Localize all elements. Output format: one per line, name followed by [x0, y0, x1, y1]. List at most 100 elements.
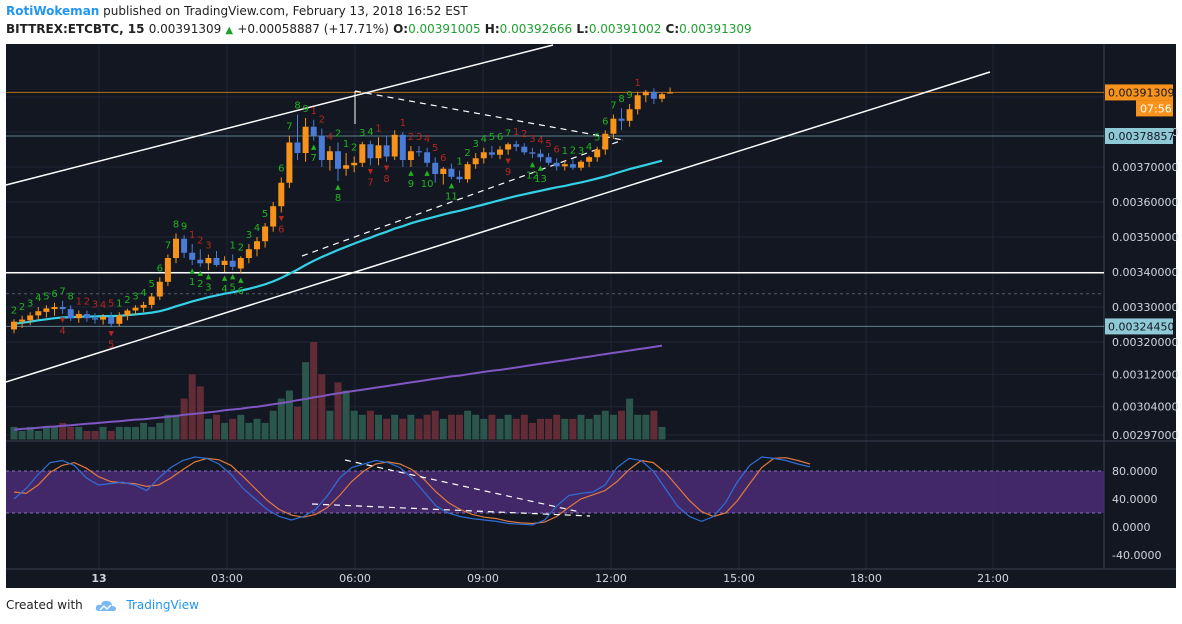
- candle-body: [164, 258, 171, 282]
- td-count-label: 7: [505, 129, 511, 140]
- candle-body: [561, 164, 568, 167]
- open-label: O:: [393, 22, 409, 36]
- stoch-tick-label: -40.0000: [1112, 549, 1161, 562]
- tradingview-link[interactable]: TradingView: [126, 598, 199, 612]
- volume-bar: [561, 418, 569, 440]
- volume-bar: [431, 410, 439, 440]
- candle-body: [407, 151, 414, 160]
- candle-body: [229, 260, 236, 267]
- td-count-label: 2: [124, 295, 130, 306]
- td-count-label: 13: [534, 174, 547, 185]
- volume-bar: [358, 414, 366, 440]
- candle-body: [156, 281, 163, 297]
- td-count-label: 2: [84, 297, 90, 308]
- volume-bar: [285, 390, 293, 440]
- volume-bar: [269, 410, 277, 440]
- price-axis[interactable]: 0.003800000.003700000.003600000.00350000…: [1105, 84, 1178, 562]
- price-tick-label: 0.00297000: [1112, 429, 1178, 442]
- candle-body: [205, 258, 212, 264]
- volume-bar: [294, 406, 301, 440]
- candle-body: [618, 118, 625, 121]
- volume-bar: [488, 414, 496, 440]
- candle-body: [100, 316, 107, 320]
- td-count-label: 7: [311, 153, 317, 164]
- candle-body: [488, 152, 495, 155]
- candle-body: [173, 238, 179, 258]
- td-count-label: 3: [359, 128, 365, 139]
- candle-body: [586, 157, 593, 162]
- up-arrow-icon: ▲: [424, 169, 430, 177]
- td-count-label: 3: [416, 132, 422, 143]
- td-count-label: 4: [140, 288, 146, 299]
- volume-bar: [221, 422, 229, 440]
- volume-bar: [375, 414, 382, 440]
- volume-bar: [245, 422, 253, 440]
- td-count-label: 6: [602, 116, 608, 127]
- candle-body: [221, 260, 228, 265]
- td-count-label: 7: [610, 101, 616, 112]
- candle-body: [578, 161, 584, 168]
- up-arrow-icon: ▲: [230, 272, 236, 280]
- time-axis[interactable]: 13 03:00 06:00 09:00 12:00 15:00 18:00 21:00: [91, 572, 1009, 585]
- td-count-label: 6: [554, 144, 560, 155]
- td-count-label: 6: [278, 225, 284, 236]
- time-tick-label: 06:00: [339, 572, 371, 585]
- td-count-label: 1: [635, 78, 641, 89]
- candle-body: [594, 149, 601, 158]
- candles: [11, 87, 674, 334]
- candle-body: [294, 142, 301, 153]
- candle-body: [278, 182, 285, 207]
- td-count-label: 4: [59, 326, 65, 337]
- td-count-label: 2: [464, 148, 470, 159]
- candle-body: [626, 109, 633, 121]
- volume-bar: [164, 414, 172, 440]
- author-link[interactable]: RotiWokeman: [6, 4, 100, 18]
- candle-body: [116, 315, 123, 324]
- footer: Created with TradingView: [6, 598, 199, 612]
- td-count-label: 3: [578, 146, 584, 157]
- up-arrow-icon: ▲: [311, 143, 317, 151]
- volume-bar: [577, 414, 585, 440]
- candle-body: [497, 149, 503, 155]
- up-arrow-icon: ▲: [538, 164, 544, 172]
- td-count-label: 1: [562, 146, 568, 157]
- candle-body: [51, 307, 58, 310]
- td-count-label: 5: [108, 339, 114, 350]
- candle-body: [132, 307, 139, 311]
- td-count-label: 4: [327, 132, 333, 143]
- time-tick-label: 15:00: [723, 572, 755, 585]
- td-count-label: 4: [254, 223, 260, 234]
- td-count-label: 1: [456, 157, 462, 168]
- volume-bar: [253, 418, 261, 440]
- td-count-label: 3: [205, 282, 211, 293]
- td-count-label: 4: [100, 300, 106, 311]
- stoch-d-line: [13, 457, 811, 525]
- td-count-label: 5: [594, 133, 600, 144]
- td-count-label: 9: [408, 179, 414, 190]
- volume-bar: [634, 414, 642, 440]
- candle-body: [140, 304, 147, 308]
- candle-body: [335, 151, 341, 169]
- candle-body: [19, 319, 26, 322]
- price-tick-label: 0.00312000: [1112, 368, 1178, 381]
- price-label-bg: [1105, 84, 1173, 101]
- countdown-text: 07:56: [1140, 102, 1172, 115]
- up-arrow-icon: ▲: [238, 276, 244, 284]
- time-tick-label: 12:00: [595, 572, 627, 585]
- td-count-label: 1: [189, 277, 195, 288]
- down-arrow-icon: ▼: [505, 157, 511, 165]
- candle-body: [310, 126, 317, 136]
- volume-bar: [204, 418, 212, 440]
- volume-bar: [650, 410, 658, 440]
- channel-lower-line: [5, 71, 991, 383]
- candle-body: [448, 168, 455, 177]
- volume-bar: [423, 414, 431, 440]
- stochastic-pane: [6, 456, 1104, 526]
- volume-bar: [83, 430, 91, 440]
- volume-bar: [537, 418, 544, 440]
- candle-body: [537, 153, 544, 158]
- candle-body: [213, 258, 220, 265]
- candle-body: [148, 296, 155, 305]
